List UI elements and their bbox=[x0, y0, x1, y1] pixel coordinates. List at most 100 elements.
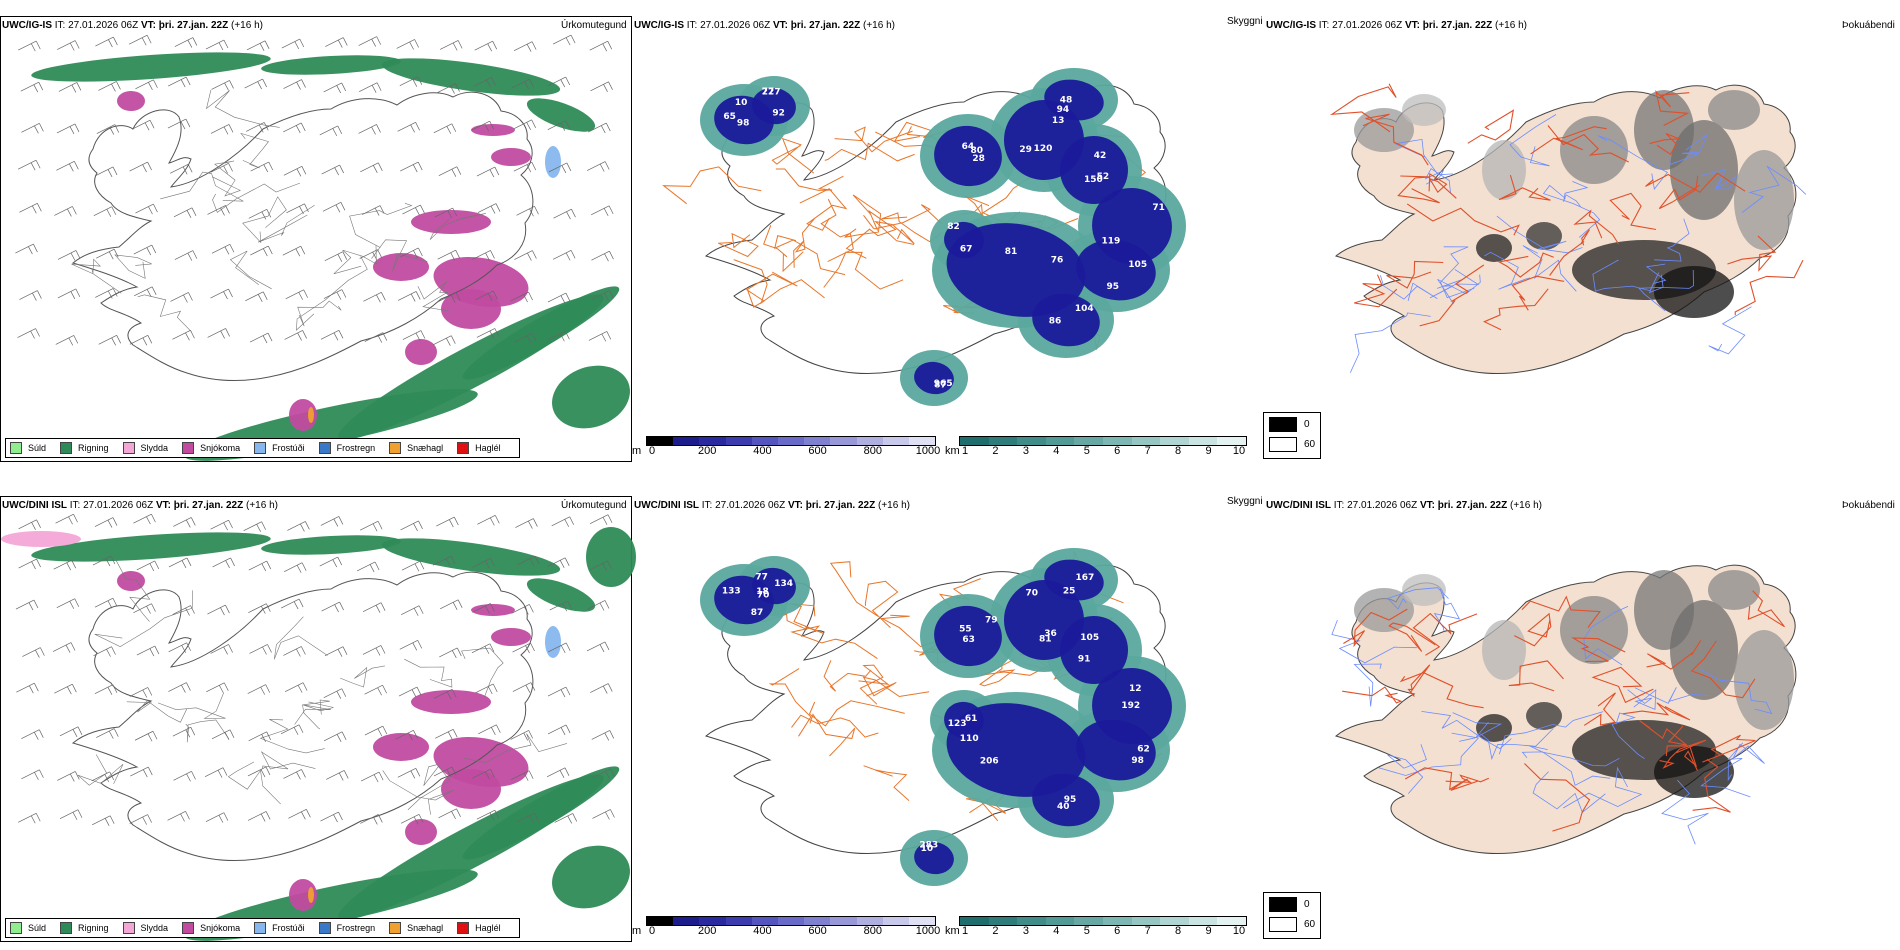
ceiling-value-label: 134 bbox=[774, 579, 793, 589]
wind-barb-flag bbox=[296, 648, 301, 657]
fog-panel bbox=[1264, 510, 1894, 910]
road-line bbox=[1440, 246, 1475, 299]
wind-barb-flag bbox=[71, 84, 77, 93]
wind-barb-flag bbox=[296, 81, 301, 90]
precip-area-frost bbox=[545, 146, 561, 178]
wind-barb bbox=[168, 557, 192, 569]
wind-barb-flag bbox=[342, 646, 348, 655]
wind-barb-flag bbox=[605, 771, 610, 780]
road-line bbox=[77, 754, 124, 786]
wind-barb-flag bbox=[375, 604, 381, 613]
wind-barb-flag bbox=[603, 84, 608, 92]
colorbar-tick: 2 bbox=[992, 445, 999, 457]
ceiling-area bbox=[1076, 719, 1156, 781]
wind-barb bbox=[57, 288, 81, 300]
legend-label: Súld bbox=[28, 443, 47, 453]
wind-barb-flag bbox=[414, 39, 419, 48]
wind-barb bbox=[588, 122, 611, 134]
wind-barb-flag bbox=[218, 814, 224, 823]
wind-barb-flag bbox=[485, 605, 490, 614]
wind-barb-flag bbox=[378, 771, 384, 781]
road-line bbox=[829, 561, 879, 617]
wind-barb bbox=[284, 330, 307, 341]
wind-barb-flag bbox=[564, 767, 570, 776]
visibility-panel: 65 77 64 13 150 71 81 104 95 67 965 94 98 92 80 120 52 11… bbox=[634, 30, 1264, 430]
wind-barb bbox=[323, 731, 347, 742]
wind-barb-flag bbox=[77, 726, 83, 735]
wind-barb bbox=[17, 159, 41, 171]
wind-barb bbox=[59, 809, 83, 820]
wind-barb-staff bbox=[20, 81, 39, 92]
road-line bbox=[260, 751, 316, 770]
wind-barb-flag bbox=[181, 684, 186, 693]
wind-barb-flag bbox=[490, 603, 495, 612]
fog-index-area bbox=[1670, 600, 1738, 700]
road-line bbox=[1387, 587, 1449, 610]
wind-barb-staff bbox=[432, 555, 452, 566]
wind-barb-flag bbox=[523, 732, 529, 741]
wind-barb-flag bbox=[149, 120, 155, 129]
wind-barb-staff bbox=[172, 329, 191, 340]
wind-barb-flag bbox=[111, 337, 116, 346]
wind-barb-flag bbox=[190, 517, 196, 526]
wind-barb bbox=[129, 34, 152, 46]
wind-barb-flag bbox=[490, 250, 495, 259]
road-line bbox=[1690, 640, 1756, 699]
legend-label: Haglél bbox=[475, 443, 501, 453]
wind-barb-staff bbox=[174, 250, 194, 260]
wind-barb-staff bbox=[56, 598, 75, 609]
legend-swatch bbox=[122, 442, 135, 454]
wind-barb-flag bbox=[336, 691, 342, 699]
fog-layer bbox=[1329, 83, 1807, 374]
wind-barb-flag bbox=[72, 684, 77, 693]
wind-barb-staff bbox=[59, 726, 79, 737]
wind-barb-flag bbox=[142, 689, 148, 698]
wind-barb-flag bbox=[67, 208, 72, 217]
wind-barb-flag bbox=[376, 124, 381, 133]
wind-barb-staff bbox=[589, 514, 609, 525]
wind-barb-flag bbox=[332, 128, 338, 137]
wind-barb-flag bbox=[116, 335, 121, 344]
wind-barb bbox=[321, 164, 344, 176]
legend-label: Snjókoma bbox=[200, 443, 241, 453]
fog-layer bbox=[1331, 564, 1797, 854]
wind-barb bbox=[434, 688, 457, 700]
wind-barb-staff bbox=[513, 41, 533, 51]
legend-label: Slydda bbox=[140, 443, 169, 453]
wind-barb bbox=[247, 684, 271, 695]
wind-barb-staff bbox=[244, 78, 263, 89]
ceiling-value-label: 25 bbox=[1063, 586, 1076, 596]
wind-barb-flag bbox=[340, 202, 346, 211]
precip-legend-item: Snjókoma bbox=[182, 922, 240, 934]
road-line bbox=[1362, 113, 1429, 166]
wind-barb-flag bbox=[260, 813, 266, 822]
wind-barb-flag bbox=[185, 729, 191, 738]
road-line bbox=[1406, 203, 1520, 236]
fog-index-area bbox=[1354, 588, 1414, 632]
wind-barb bbox=[92, 555, 116, 567]
wind-barb-flag bbox=[524, 81, 529, 90]
road-line bbox=[1419, 264, 1485, 327]
ceiling-value-label: 80 bbox=[971, 146, 984, 156]
wind-barb-flag bbox=[531, 119, 536, 129]
wind-barb-flag bbox=[457, 40, 463, 49]
wind-barb-staff bbox=[438, 166, 458, 177]
colorbar-segment bbox=[1217, 437, 1246, 445]
fog-index-area bbox=[1476, 234, 1512, 262]
colorbar-strip bbox=[646, 436, 936, 446]
wind-barb-flag bbox=[609, 251, 614, 260]
wind-barb-staff bbox=[399, 76, 418, 86]
wind-barb bbox=[399, 640, 423, 651]
wind-barb-flag bbox=[220, 207, 225, 216]
road-line bbox=[844, 194, 882, 238]
wind-barb-flag bbox=[301, 79, 306, 88]
wind-barb-staff bbox=[247, 684, 266, 694]
wind-barb-flag bbox=[111, 646, 116, 655]
colorbar-tick: 10 bbox=[1232, 925, 1246, 937]
wind-barb-flag bbox=[180, 79, 186, 88]
wind-barb-staff bbox=[323, 731, 343, 742]
road-line bbox=[1428, 172, 1457, 199]
wind-barb bbox=[205, 812, 229, 823]
wind-barb bbox=[547, 330, 570, 342]
wind-barb bbox=[248, 560, 272, 572]
